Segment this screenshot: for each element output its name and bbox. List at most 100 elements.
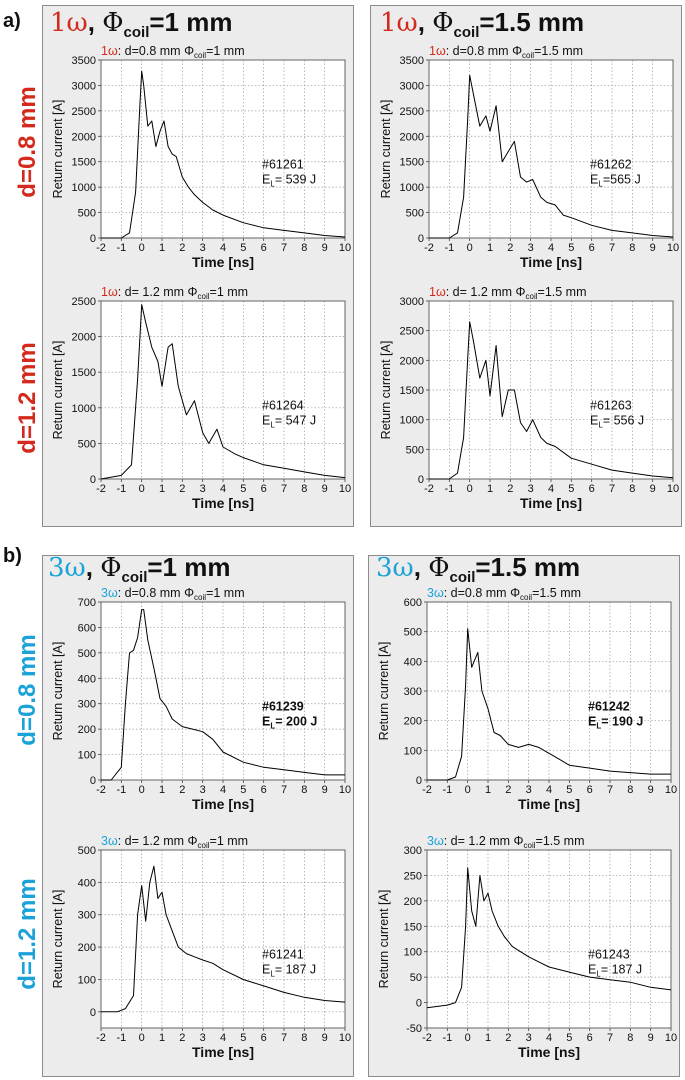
plot-frame xyxy=(428,59,674,239)
x-tick-label: 10 xyxy=(339,483,351,495)
y-tick-label: 2000 xyxy=(72,131,96,143)
y-tick-label: 1000 xyxy=(400,182,424,194)
x-tick-label: -2 xyxy=(424,483,434,495)
x-tick-label: 2 xyxy=(507,483,513,495)
plot-frame xyxy=(100,849,346,1029)
y-tick-label: 500 xyxy=(78,648,96,660)
x-axis-label: Time [ns] xyxy=(520,495,582,511)
y-tick-label: 1000 xyxy=(400,415,424,427)
y-tick-label: 1500 xyxy=(400,157,424,169)
x-tick-label: 7 xyxy=(281,483,287,495)
y-tick-label: 2500 xyxy=(400,106,424,118)
y-tick-label: 500 xyxy=(78,438,96,450)
x-tick-label: 9 xyxy=(322,242,328,254)
x-tick-label: -2 xyxy=(96,784,106,796)
x-tick-label: 3 xyxy=(526,784,532,796)
y-tick-label: 150 xyxy=(404,921,422,933)
chart-subtitle: 1ω: d= 1.2 mm Φcoil=1.5 mm xyxy=(429,285,587,301)
col-title-a-left: 1ω, Φcoil=1 mm xyxy=(50,7,233,42)
y-tick-label: 3000 xyxy=(400,296,424,308)
x-tick-label: 3 xyxy=(200,483,206,495)
y-tick-label: 600 xyxy=(78,622,96,634)
chart-subtitle: 3ω: d= 1.2 mm Φcoil=1.5 mm xyxy=(427,834,585,850)
x-axis-label: Time [ns] xyxy=(192,1044,254,1060)
x-tick-label: -1 xyxy=(442,784,452,796)
x-tick-label: 10 xyxy=(665,1032,677,1044)
y-axis-label: Return current [A] xyxy=(377,890,391,989)
x-tick-label: -1 xyxy=(116,1032,126,1044)
section-label-b: b) xyxy=(3,545,22,567)
x-tick-label: 8 xyxy=(629,483,635,495)
x-axis-label: Time [ns] xyxy=(192,254,254,270)
shot-number-label: #61243 xyxy=(588,948,630,962)
x-tick-label: 5 xyxy=(240,242,246,254)
plot-frame xyxy=(100,59,346,239)
x-tick-label: 2 xyxy=(505,784,511,796)
x-tick-label: 0 xyxy=(139,1032,145,1044)
x-axis-label: Time [ns] xyxy=(192,796,254,812)
x-tick-label: 1 xyxy=(485,784,491,796)
x-tick-label: 5 xyxy=(566,784,572,796)
chart-3w-d08-coil1: -2 -1 0 1 2 3 4 5 6 7 8 9 1001002003004005006007003ω… xyxy=(51,586,351,812)
x-tick-label: -2 xyxy=(96,483,106,495)
x-tick-label: 8 xyxy=(301,483,307,495)
x-tick-label: 3 xyxy=(200,1032,206,1044)
y-tick-label: 200 xyxy=(78,942,96,954)
y-tick-label: 2500 xyxy=(400,326,424,338)
x-tick-label: 2 xyxy=(507,242,513,254)
x-tick-label: 6 xyxy=(589,242,595,254)
chart-subtitle: 3ω: d=0.8 mm Φcoil=1.5 mm xyxy=(427,586,581,602)
chart-1w-d12-coil1: -2 -1 0 1 2 3 4 5 6 7 8 9 10 0 500 1000 1500 2000 2500 1ω: … xyxy=(51,285,351,511)
y-tick-label: 0 xyxy=(90,474,96,486)
y-tick-label: 2500 xyxy=(72,296,96,308)
x-tick-label: 10 xyxy=(339,784,351,796)
y-axis-label: Return current [A] xyxy=(51,100,65,199)
row-label-b-top: d=0.8 mm xyxy=(14,634,41,746)
x-tick-label: 7 xyxy=(281,242,287,254)
x-tick-label: -1 xyxy=(116,784,126,796)
y-tick-label: 300 xyxy=(404,686,422,698)
x-tick-label: 3 xyxy=(526,1032,532,1044)
y-tick-label: 700 xyxy=(78,597,96,609)
shot-number-label: #61241 xyxy=(262,948,304,962)
chart-3w-d12-coil15: -2 -1 0 1 2 3 4 5 6 7 8 9 10 -50 0 50 100 150 200 250 300 3ω:… xyxy=(377,834,677,1060)
x-tick-label: 7 xyxy=(609,242,615,254)
y-tick-label: 200 xyxy=(78,724,96,736)
series-line xyxy=(101,865,346,1013)
y-tick-label: 100 xyxy=(404,947,422,959)
x-tick-label: 5 xyxy=(566,1032,572,1044)
x-tick-label: 3 xyxy=(200,784,206,796)
y-tick-label: 200 xyxy=(404,896,422,908)
chart-1w-d08-coil1: -2 -1 0 1 2 3 4 5 6 7 8 9 10 0 500 1000 1500 2000 2500 3000… xyxy=(51,44,351,270)
y-tick-label: 0 xyxy=(90,233,96,245)
chart-subtitle: 1ω: d= 1.2 mm Φcoil=1 mm xyxy=(101,285,248,301)
y-axis-label: Return current [A] xyxy=(377,642,391,741)
x-tick-label: -1 xyxy=(444,483,454,495)
x-tick-label: 4 xyxy=(546,784,552,796)
omega-symbol: 1ω xyxy=(50,8,88,38)
chart-subtitle: 3ω: d=0.8 mm Φcoil=1 mm xyxy=(101,586,245,602)
y-tick-label: 2000 xyxy=(400,355,424,367)
x-tick-label: 9 xyxy=(650,483,656,495)
col-title-b-right: 3ω, Φcoil=1.5 mm xyxy=(376,552,581,587)
x-tick-label: 6 xyxy=(261,1032,267,1044)
y-tick-label: 0 xyxy=(418,474,424,486)
x-tick-label: 9 xyxy=(650,242,656,254)
x-tick-label: 6 xyxy=(587,784,593,796)
x-tick-label: 7 xyxy=(607,1032,613,1044)
x-tick-label: 7 xyxy=(281,784,287,796)
series-line xyxy=(427,628,671,781)
x-tick-label: 6 xyxy=(261,784,267,796)
y-tick-label: 3000 xyxy=(400,80,424,92)
x-tick-label: 9 xyxy=(322,483,328,495)
y-tick-label: 1500 xyxy=(72,367,96,379)
x-tick-label: 0 xyxy=(139,483,145,495)
x-tick-label: 6 xyxy=(589,483,595,495)
y-tick-label: 50 xyxy=(410,972,422,984)
laser-energy-label: EL= 200 J xyxy=(262,715,317,731)
laser-energy-label: EL= 187 J xyxy=(262,963,316,979)
x-tick-label: 8 xyxy=(301,784,307,796)
x-tick-label: 7 xyxy=(609,483,615,495)
shot-number-label: #61242 xyxy=(588,700,630,714)
